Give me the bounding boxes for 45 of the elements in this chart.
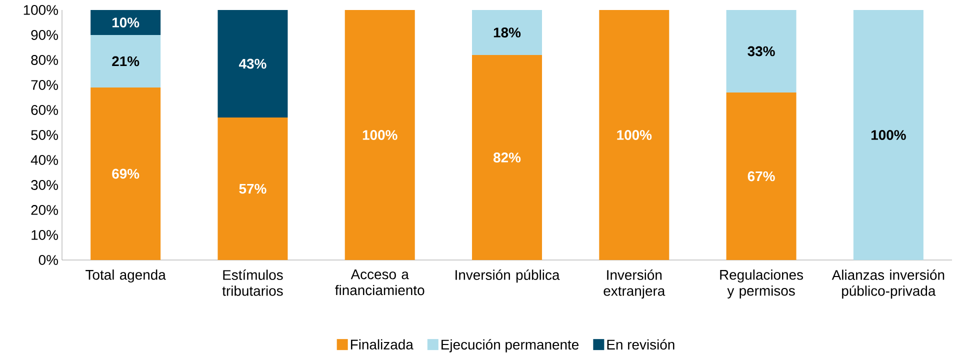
data-label: 43% <box>238 58 266 69</box>
legend-label: Finalizada <box>350 339 414 350</box>
y-tick-label: 30% <box>31 180 58 190</box>
bar <box>599 10 670 260</box>
data-label: 10% <box>112 18 140 28</box>
y-tick-label: 40% <box>30 155 58 165</box>
x-tick-label: Regulaciones y permisos <box>720 270 804 298</box>
y-tick-label: 20% <box>31 205 58 215</box>
y-tick-label: 80% <box>31 55 58 65</box>
bar <box>218 10 288 118</box>
x-tick-label: Inversión pública <box>456 270 560 283</box>
bar <box>472 54 542 260</box>
y-tick-label: 10% <box>32 230 58 240</box>
legend-label: Ejecución permanente <box>442 339 579 352</box>
data-label: 57% <box>239 184 266 194</box>
x-tick-label: Alianzas inversión público-privada <box>832 270 944 299</box>
data-label: 69% <box>112 168 140 179</box>
bar <box>90 88 161 260</box>
data-label: 100% <box>871 130 906 140</box>
x-tick-label: Acceso a financiamiento <box>335 270 424 296</box>
y-tick-label: 90% <box>31 30 58 40</box>
data-label: 67% <box>748 171 775 182</box>
bar <box>344 10 415 260</box>
bar <box>726 10 796 92</box>
legend-label: En revisión <box>607 339 674 350</box>
data-label: 18% <box>494 28 521 38</box>
bar <box>853 10 924 260</box>
y-tick-label: 100% <box>24 5 58 15</box>
data-label: 21% <box>112 56 140 66</box>
data-label: 82% <box>493 152 521 162</box>
x-tick-label: Total agenda <box>86 270 166 283</box>
y-tick-label: 50% <box>31 130 58 140</box>
bar <box>726 92 796 260</box>
bar <box>90 10 161 35</box>
x-tick-label: Estímulos tributarios <box>222 270 283 296</box>
y-tick-label: 70% <box>31 80 58 90</box>
bar <box>218 118 288 260</box>
x-tick-label: Inversión extranjera <box>604 270 666 299</box>
data-label: 33% <box>748 46 775 56</box>
bar <box>90 34 161 88</box>
data-label: 100% <box>617 130 652 140</box>
y-tick-label: 0% <box>38 255 58 265</box>
bar <box>472 10 542 55</box>
y-tick-label: 60% <box>31 105 58 115</box>
data-label: 100% <box>362 130 398 140</box>
